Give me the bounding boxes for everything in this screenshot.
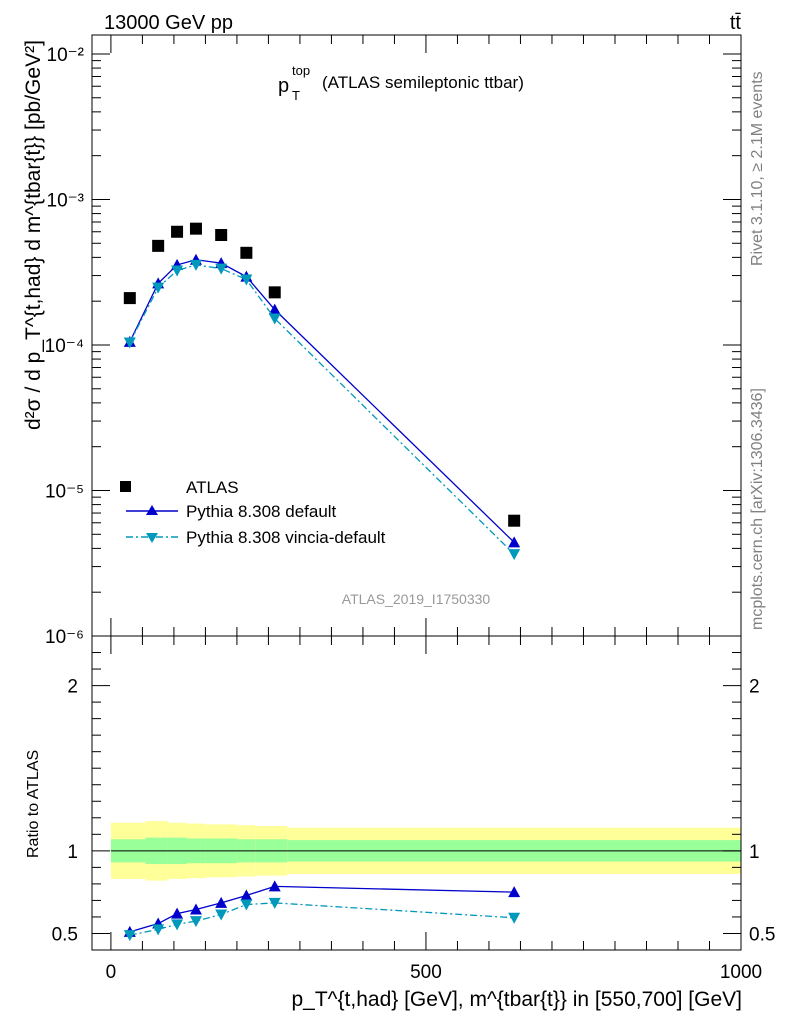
main-panel-axes: 10⁻⁶ 10⁻⁵ 10⁻⁴ 10⁻³ 10⁻² (45, 34, 742, 648)
ratio-point-vincia (215, 909, 228, 921)
ratio-line-vincia (129, 902, 515, 936)
x-axis-label: p_T^{t,had} [GeV], m^{tbar{t}} in [550,7… (291, 988, 742, 1011)
atlas-point (215, 228, 228, 241)
energy-label: 13000 GeV pp (104, 12, 233, 34)
ratio-point-vincia (240, 899, 253, 911)
atlas-point (240, 246, 253, 259)
ratio-point-vincia (508, 912, 521, 924)
atlas-point (152, 239, 165, 252)
ratio-point-default (508, 886, 521, 898)
main-point-default (508, 536, 521, 548)
ratio-panel-axes: 0.5 0.5 1 1 2 2 0 500 1000 (52, 635, 775, 983)
ratio-frame (91, 635, 742, 951)
ratio-point-default (268, 880, 281, 892)
legend: ATLAS Pythia 8.308 default Pythia 8.308 … (120, 478, 386, 547)
main-point-vincia (268, 313, 281, 325)
main-point-vincia (189, 259, 202, 271)
main-point-vincia (508, 549, 521, 561)
ratio-point-vincia (152, 924, 165, 936)
ratio-point-default (215, 896, 228, 908)
plot-title: p top T (ATLAS semileptonic ttbar) (278, 63, 524, 103)
plot-title-sub: T (292, 88, 300, 103)
ratio-point-default (189, 903, 202, 915)
main-line-default (129, 259, 515, 543)
legend-marker-vincia (146, 533, 158, 543)
ratio-point-default (171, 907, 184, 919)
main-ytick-label: 10⁻⁵ (45, 481, 84, 502)
legend-label-atlas: ATLAS (186, 478, 239, 497)
main-y-axis-label: d²σ / d p_T^{t,had} d m^{tbar{t}} [pb/Ge… (22, 40, 45, 430)
plot-title-rest: (ATLAS semileptonic ttbar) (322, 73, 524, 92)
analysis-id: ATLAS_2019_I1750330 (342, 591, 491, 607)
ratio-ytick-label: 1 (67, 842, 78, 863)
main-ytick-label: 10⁻³ (47, 190, 85, 211)
main-ytick-label: 10⁻⁴ (45, 336, 84, 357)
legend-marker-default (146, 505, 158, 515)
atlas-point (508, 514, 521, 527)
atlas-point (268, 286, 281, 299)
main-point-default (268, 303, 281, 315)
ratio-ytick-label: 0.5 (52, 924, 78, 945)
main-point-vincia (123, 337, 136, 349)
main-panel-series (123, 222, 521, 561)
process-label: tt̄ (730, 12, 742, 34)
legend-label-default: Pythia 8.308 default (186, 502, 337, 521)
ratio-ytick-label: 2 (67, 677, 78, 698)
plot-title-sup: top (292, 63, 310, 78)
plot-title-main: p (278, 75, 289, 97)
main-point-vincia (152, 282, 165, 294)
ratio-panel-series (123, 880, 521, 942)
ratio-point-vincia (189, 916, 202, 928)
main-point-vincia (215, 263, 228, 275)
atlas-point (123, 292, 136, 305)
ratio-point-vincia (268, 897, 281, 909)
main-point-vincia (240, 274, 253, 286)
rivet-label: Rivet 3.1.10, ≥ 2.1M events (749, 71, 766, 266)
x-tick-label: 1000 (720, 962, 762, 983)
main-ytick-label: 10⁻⁶ (45, 627, 84, 648)
x-tick-label: 500 (410, 962, 442, 983)
mcplots-label: mcplots.cern.ch [arXiv:1306.3436] (749, 388, 766, 630)
main-ytick-label: 10⁻² (47, 45, 85, 66)
ratio-y-axis-label: Ratio to ATLAS (25, 750, 42, 858)
legend-label-vincia: Pythia 8.308 vincia-default (186, 528, 386, 547)
x-tick-label: 0 (106, 962, 117, 983)
ratio-point-default (240, 889, 253, 901)
ratio-uncertainty-bands (110, 821, 741, 881)
atlas-point (171, 225, 184, 238)
ratio-point-vincia (171, 919, 184, 931)
ratio-line-default (129, 885, 515, 933)
ratio-ytick-label-right: 2 (749, 677, 760, 698)
legend-marker-atlas (120, 481, 131, 492)
ratio-ytick-label-right: 1 (749, 842, 760, 863)
ratio-point-vincia (123, 930, 136, 942)
ratio-ytick-label-right: 0.5 (749, 924, 775, 945)
main-y-axis-label-text: d²σ / d p_T^{t,had} d m^{tbar{t}} [pb/Ge… (22, 40, 45, 430)
atlas-point (189, 222, 202, 235)
main-point-vincia (171, 265, 184, 277)
